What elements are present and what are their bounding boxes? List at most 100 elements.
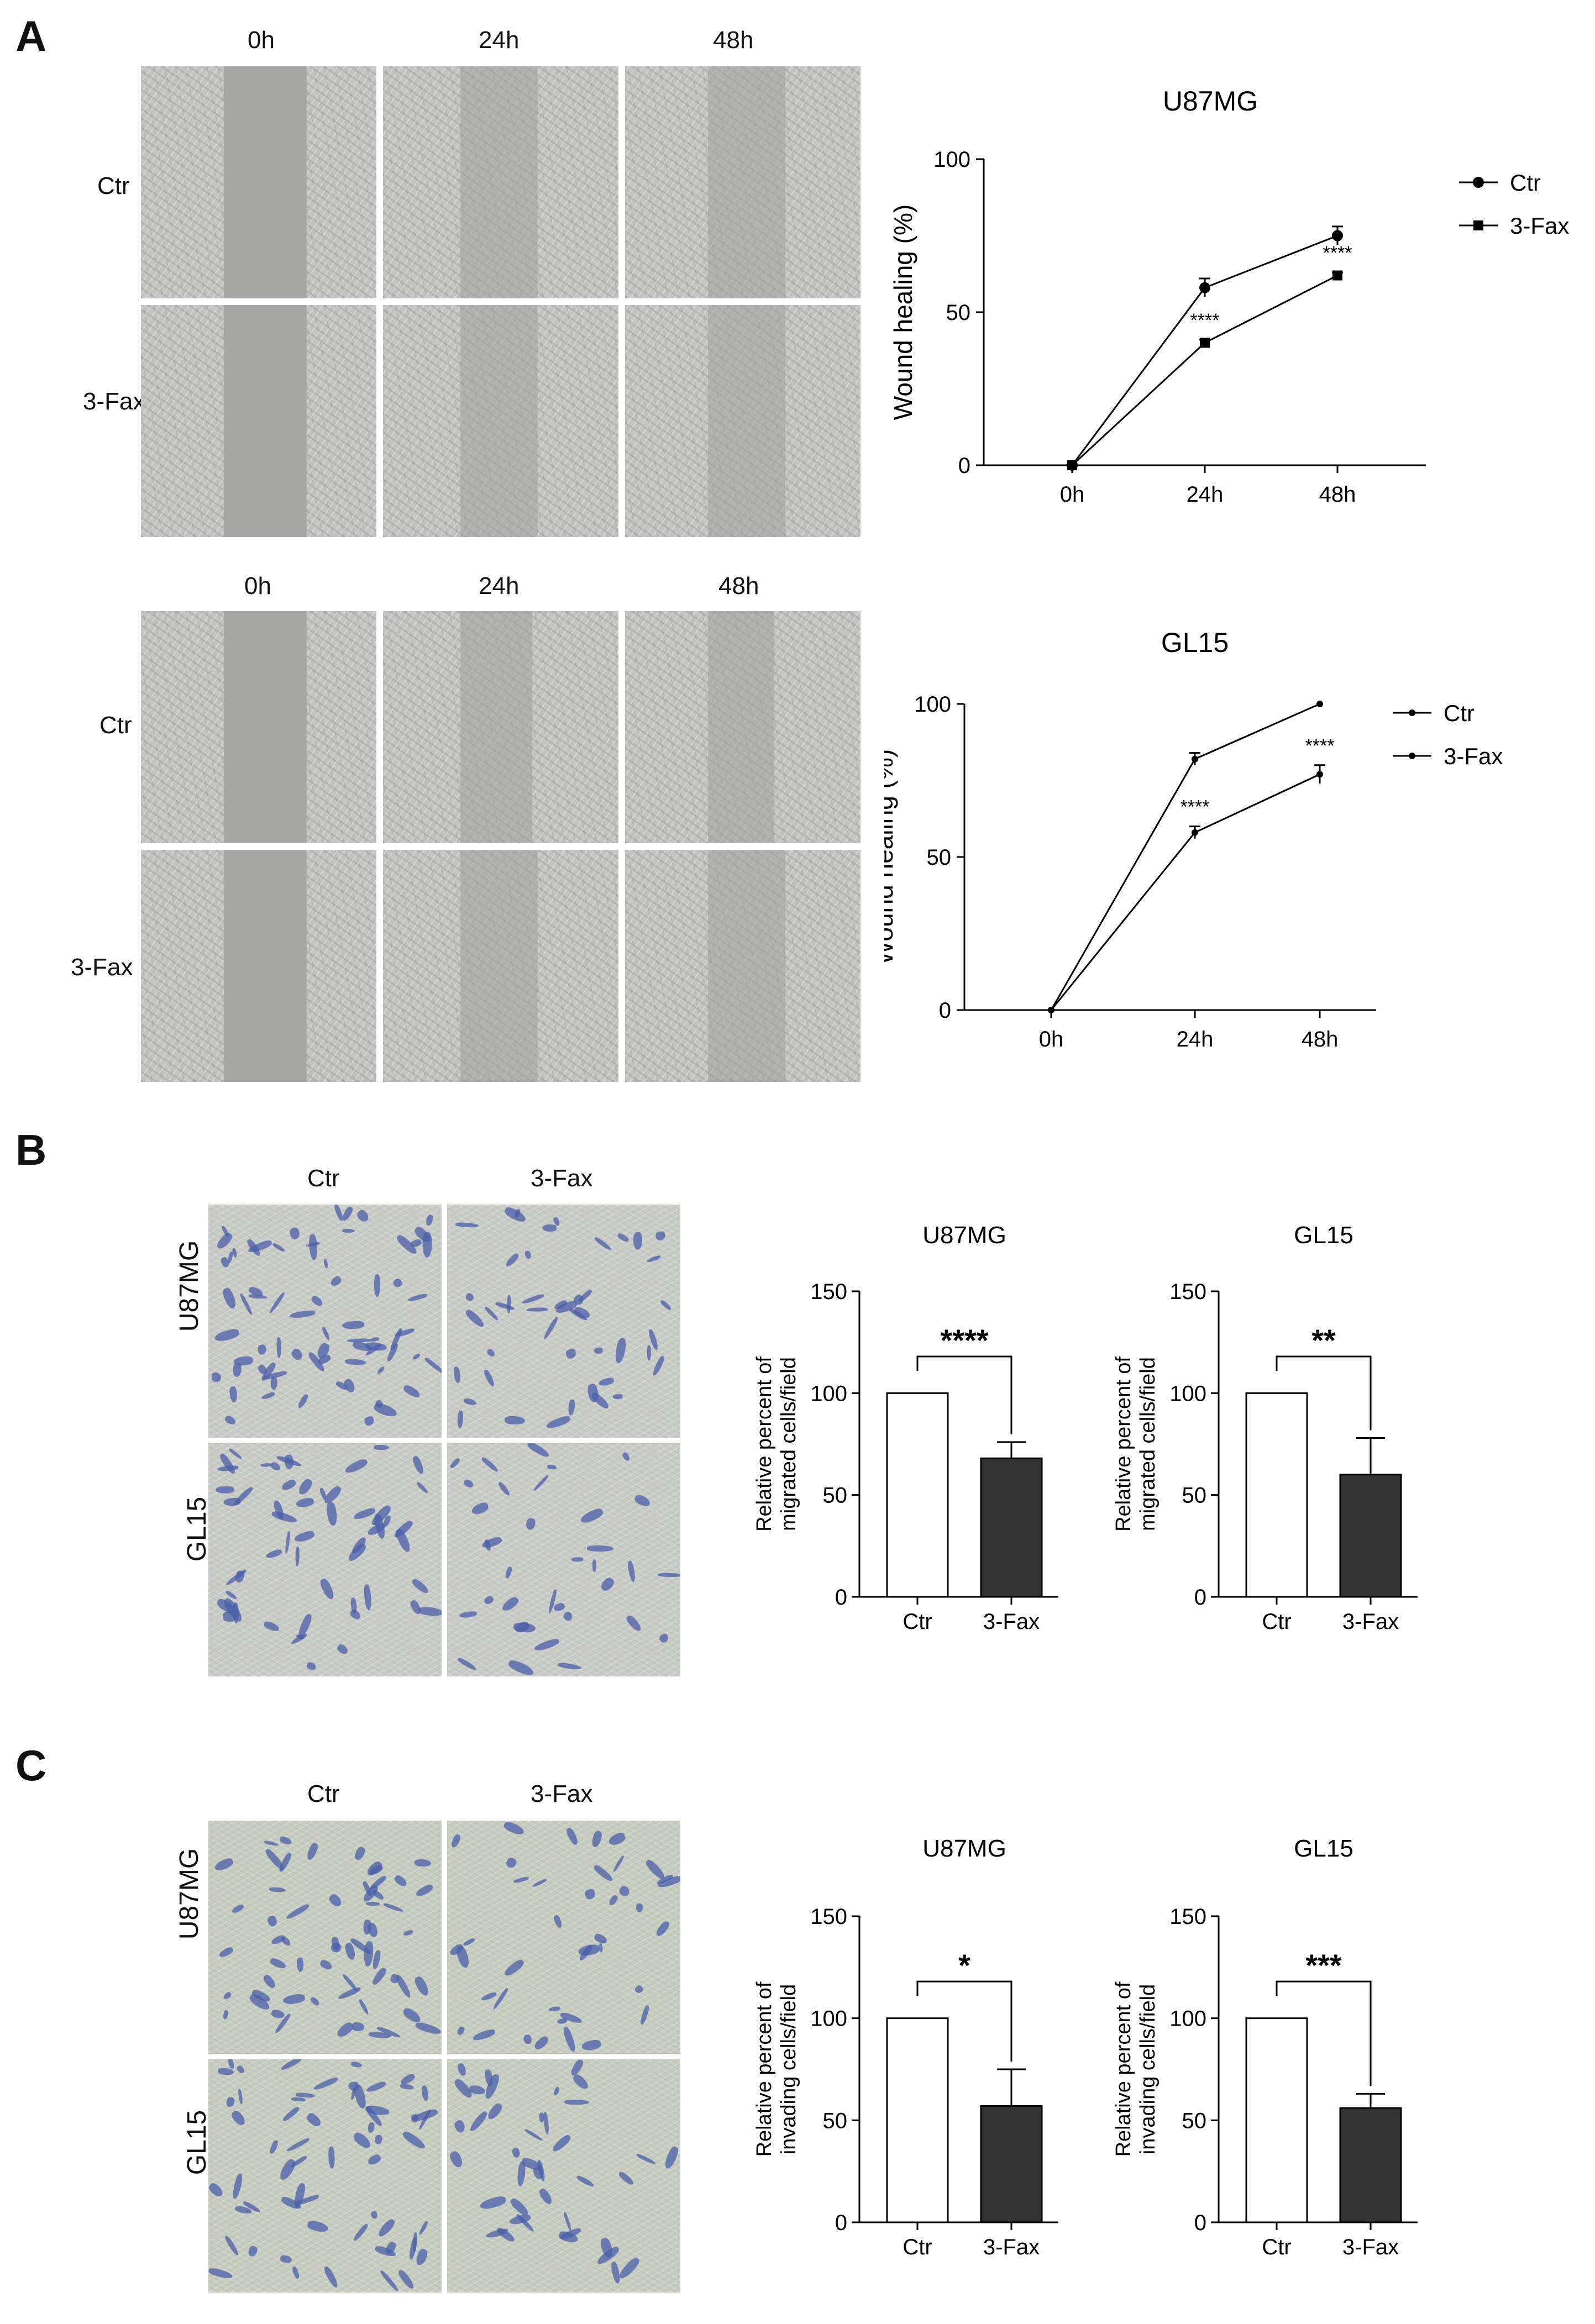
gl15-time-24h: 24h xyxy=(479,572,520,600)
data-point-3-Fax xyxy=(1332,270,1342,281)
bar-3-Fax xyxy=(1339,1474,1402,1598)
y-tick-label: 100 xyxy=(914,692,951,717)
x-tick-label: 3-Fax xyxy=(1342,2235,1399,2259)
stained-cell xyxy=(542,1224,557,1232)
chart-c-gl15: GL15 0 50 100 150 Relative percent of invading… xyxy=(1112,1835,1418,2259)
u87-ctr-24h-image xyxy=(383,66,618,298)
y-tick-label: 150 xyxy=(810,1280,847,1304)
u87-3fax-24h-image xyxy=(383,305,618,537)
x-tick-label: 3-Fax xyxy=(983,1610,1040,1634)
legend-label-3-Fax: 3-Fax xyxy=(1510,213,1569,239)
y-axis-label-line2: migrated cells/field xyxy=(777,1357,800,1531)
x-tick-label: Ctr xyxy=(903,1610,932,1634)
x-tick-label: Ctr xyxy=(1262,1610,1291,1634)
b-u87-3fax-image xyxy=(447,1205,680,1438)
stained-cell xyxy=(348,2081,359,2091)
bar-Ctr xyxy=(1245,2017,1308,2223)
data-point-Ctr xyxy=(1332,230,1343,241)
gl15-time-0h: 0h xyxy=(244,572,271,600)
legend-label-Ctr: Ctr xyxy=(1444,700,1475,726)
significance-bracket xyxy=(916,1980,1012,2062)
y-tick-label: 50 xyxy=(1182,1484,1207,1508)
gl15-3fax-24h-image xyxy=(383,850,618,1082)
stained-cell xyxy=(215,1486,234,1494)
x-tick-label: 48h xyxy=(1302,1027,1339,1051)
c-col-3fax: 3-Fax xyxy=(531,1780,593,1807)
gl15-row-ctr: Ctr xyxy=(99,712,132,739)
legend-marker-3-Fax xyxy=(1473,220,1483,230)
chart-title: GL15 xyxy=(1294,1222,1353,1249)
y-axis-label-line1: Relative percent of xyxy=(753,1356,776,1532)
c-u87-ctr-image xyxy=(208,1821,442,2054)
b-col-3fax: 3-Fax xyxy=(531,1165,593,1192)
legend-marker-3-Fax xyxy=(1409,753,1415,759)
chart-title: U87MG xyxy=(922,1222,1006,1249)
y-tick-label: 100 xyxy=(933,148,970,172)
c-row-gl15: GL15 xyxy=(182,2110,212,2175)
x-tick-label: 3-Fax xyxy=(1342,1610,1399,1634)
b-gl15-3fax-image xyxy=(447,1443,680,1676)
y-tick-label: 50 xyxy=(946,301,971,325)
stained-cell xyxy=(374,1445,390,1450)
u87-row-ctr: Ctr xyxy=(97,172,130,199)
panel-letter-a: A xyxy=(15,12,47,60)
bar-3-Fax xyxy=(980,2105,1043,2223)
chart-b-u87mg: U87MG 0 50 100 150 Relative percent of migrate… xyxy=(753,1222,1058,1634)
b-row-gl15: GL15 xyxy=(182,1496,212,1562)
b-row-u87mg: U87MG xyxy=(175,1240,204,1332)
y-tick-label: 100 xyxy=(1169,2007,1206,2031)
data-point-3-Fax xyxy=(1316,771,1323,778)
x-tick-label: 24h xyxy=(1187,482,1224,507)
b-gl15-ctr-image xyxy=(208,1443,442,1676)
stained-cell xyxy=(564,2099,589,2105)
stained-cell xyxy=(351,2022,364,2031)
bar-Ctr xyxy=(886,1392,949,1598)
series-line-Ctr xyxy=(1071,235,1338,466)
chart-a-gl15: GL15 0 50 100 0h 24h 48h Wound healing (%) **** *… xyxy=(884,627,1503,1051)
u87-row-3fax: 3-Fax xyxy=(83,388,145,415)
y-tick-label: 0 xyxy=(835,1585,847,1610)
chart-title: U87MG xyxy=(922,1835,1006,1862)
chart-c-u87mg: U87MG 0 50 100 150 Relative percent of invadin… xyxy=(753,1835,1058,2259)
y-tick-label: 50 xyxy=(1182,2109,1207,2133)
y-tick-label: 50 xyxy=(823,1484,848,1508)
bar-3-Fax xyxy=(1339,2107,1402,2223)
chart-title: U87MG xyxy=(1163,86,1258,117)
significance-label: * xyxy=(958,1948,970,1983)
data-point-3-Fax xyxy=(1200,338,1210,348)
y-tick-label: 150 xyxy=(810,1905,847,1929)
x-tick-label: 48h xyxy=(1319,482,1356,507)
stained-cell xyxy=(276,1337,281,1358)
y-axis-label-line1: Relative percent of xyxy=(1112,1356,1135,1532)
legend-label-Ctr: Ctr xyxy=(1510,170,1541,196)
y-tick-label: 0 xyxy=(958,454,970,478)
b-col-ctr: Ctr xyxy=(307,1165,340,1192)
x-tick-label: Ctr xyxy=(1262,2235,1291,2259)
data-point-Ctr xyxy=(1192,755,1198,763)
u87-ctr-0h-image xyxy=(141,66,376,298)
chart-title: GL15 xyxy=(1294,1835,1353,1862)
legend-label-3-Fax: 3-Fax xyxy=(1444,743,1503,769)
panel-letter-b: B xyxy=(15,1126,47,1174)
y-tick-label: 50 xyxy=(823,2109,848,2133)
c-u87-3fax-image xyxy=(447,1821,680,2054)
y-tick-label: 100 xyxy=(1169,1381,1206,1406)
gl15-ctr-48h-image xyxy=(625,611,861,843)
significance-label: **** xyxy=(1305,735,1335,756)
y-axis-label-line1: Relative percent of xyxy=(1112,1981,1135,2157)
chart-a-u87mg: U87MG 0 50 100 0h 24h 48h Wound healing (%) ****… xyxy=(889,86,1569,507)
stained-cell xyxy=(414,1859,432,1867)
significance-bracket xyxy=(916,1355,1012,1434)
data-point-3-Fax xyxy=(1192,829,1198,836)
gl15-3fax-48h-image xyxy=(625,850,861,1082)
x-tick-label: Ctr xyxy=(903,2235,932,2259)
y-tick-label: 0 xyxy=(1194,1585,1206,1610)
chart-b-gl15: GL15 0 50 100 150 Relative percent of migrated… xyxy=(1112,1222,1418,1634)
data-point-3-Fax xyxy=(1067,460,1077,470)
legend-marker-Ctr xyxy=(1409,709,1415,716)
y-tick-label: 150 xyxy=(1169,1280,1206,1304)
b-u87-ctr-image xyxy=(208,1205,442,1438)
x-tick-label: 0h xyxy=(1039,1027,1064,1051)
y-tick-label: 150 xyxy=(1169,1905,1206,1929)
gl15-time-48h: 48h xyxy=(718,572,759,600)
